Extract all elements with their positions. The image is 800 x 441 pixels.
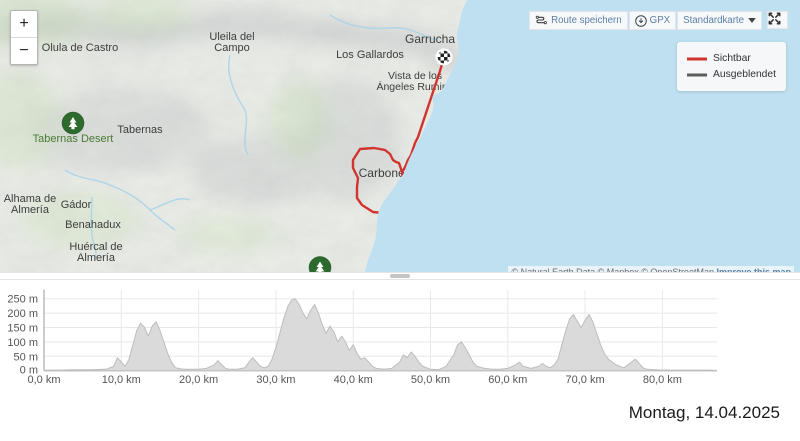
- svg-text:80,0 km: 80,0 km: [643, 374, 682, 386]
- svg-text:50 m: 50 m: [14, 351, 38, 363]
- svg-text:0,0 km: 0,0 km: [27, 374, 60, 386]
- svg-text:Garrucha: Garrucha: [405, 32, 455, 46]
- svg-text:100 m: 100 m: [7, 337, 38, 349]
- svg-text:250 m: 250 m: [7, 294, 38, 306]
- svg-text:Olula de Castro: Olula de Castro: [42, 42, 118, 54]
- svg-text:Benahadux: Benahadux: [65, 219, 121, 231]
- svg-text:Campo: Campo: [214, 42, 249, 54]
- svg-text:70,0 km: 70,0 km: [566, 374, 605, 386]
- svg-text:20,0 km: 20,0 km: [179, 374, 218, 386]
- svg-text:Los Gallardos: Los Gallardos: [336, 49, 404, 61]
- svg-text:Tabernas Desert: Tabernas Desert: [33, 133, 114, 145]
- svg-text:50,0 km: 50,0 km: [411, 374, 450, 386]
- svg-text:60,0 km: 60,0 km: [488, 374, 527, 386]
- svg-text:Gádor: Gádor: [61, 199, 92, 211]
- svg-text:200 m: 200 m: [7, 308, 38, 320]
- svg-text:150 m: 150 m: [7, 323, 38, 335]
- svg-text:10,0 km: 10,0 km: [102, 374, 141, 386]
- svg-text:Tabernas: Tabernas: [117, 124, 163, 136]
- svg-text:40,0 km: 40,0 km: [334, 374, 373, 386]
- svg-text:30,0 km: 30,0 km: [256, 374, 295, 386]
- svg-text:Almería: Almería: [77, 252, 116, 264]
- svg-text:Almería: Almería: [11, 204, 50, 216]
